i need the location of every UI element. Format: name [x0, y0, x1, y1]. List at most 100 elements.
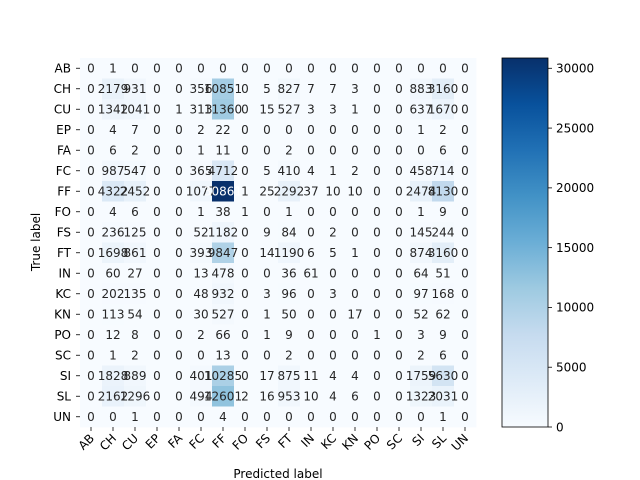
- cell-value-label: 202: [102, 287, 125, 301]
- heatmap-cell: [124, 304, 147, 325]
- heatmap-cell: [80, 160, 103, 182]
- cell-value-label: 0: [153, 287, 161, 301]
- cell-value-label: 96: [281, 287, 296, 301]
- heatmap-cell: [300, 201, 323, 223]
- heatmap-cell: [190, 181, 213, 202]
- cell-value-label: 0: [175, 205, 183, 219]
- heatmap-cell: [344, 78, 367, 100]
- cell-value-label: 0: [329, 410, 337, 424]
- cell-value-label: 0: [87, 185, 95, 199]
- heatmap-cell: [454, 365, 477, 387]
- cell-value-label: 0: [461, 349, 469, 363]
- y-tick-label: SI: [60, 369, 71, 383]
- heatmap-cell: [278, 283, 301, 305]
- cell-value-label: 6: [131, 205, 139, 219]
- heatmap-cell: [256, 324, 279, 346]
- cell-value-label: 0: [153, 185, 161, 199]
- heatmap-cell: [278, 263, 301, 284]
- cell-value-label: 0: [307, 226, 315, 240]
- heatmap-cell: [366, 386, 389, 407]
- cell-value-label: 36: [281, 267, 296, 281]
- cell-value-label: 0: [329, 205, 337, 219]
- cell-value-label: 0: [373, 349, 381, 363]
- heatmap-cell: [366, 181, 389, 202]
- heatmap-cell: [190, 406, 213, 428]
- cell-value-label: 313: [190, 103, 213, 117]
- heatmap-cell: [212, 58, 235, 79]
- cell-value-label: 0: [461, 226, 469, 240]
- heatmap-cell: [256, 283, 279, 305]
- x-axis-label: Predicted label: [233, 467, 322, 480]
- cell-value-label: 0: [87, 369, 95, 383]
- heatmap-cell: [234, 78, 257, 100]
- cell-value-label: 168: [432, 287, 455, 301]
- cell-value-label: 527: [278, 103, 301, 117]
- heatmap-cell: [146, 181, 169, 202]
- heatmap-cell: [388, 119, 411, 141]
- heatmap-cell: [212, 119, 235, 141]
- cell-value-label: 0: [461, 144, 469, 158]
- heatmap-cell: [344, 386, 367, 407]
- cell-value-label: 0: [175, 369, 183, 383]
- cell-value-label: 0: [263, 123, 271, 137]
- cell-value-label: 1: [373, 328, 381, 342]
- cell-value-label: 22: [215, 123, 230, 137]
- cell-value-label: 0: [461, 205, 469, 219]
- cell-value-label: 17: [347, 308, 362, 322]
- heatmap-cell: [432, 222, 455, 243]
- cell-value-label: 0: [373, 226, 381, 240]
- heatmap-cell: [388, 345, 411, 366]
- heatmap-cell: [234, 201, 257, 223]
- heatmap-cell: [410, 78, 433, 100]
- cell-value-label: 0: [153, 123, 161, 137]
- x-tick-label: CH: [97, 431, 119, 453]
- cell-value-label: 0: [153, 328, 161, 342]
- cell-value-label: 0: [395, 369, 403, 383]
- cell-value-label: 0: [373, 62, 381, 76]
- heatmap-cell: [102, 222, 125, 243]
- cell-value-label: 2452: [120, 185, 151, 199]
- cell-value-label: 4: [109, 205, 117, 219]
- heatmap-cell: [454, 283, 477, 305]
- cell-value-label: 365: [190, 164, 213, 178]
- heatmap-cell: [344, 119, 367, 141]
- cell-value-label: 5630: [428, 369, 459, 383]
- heatmap-cell: [322, 78, 345, 100]
- heatmap-cell: [146, 58, 169, 79]
- heatmap-cell: [322, 181, 345, 202]
- y-tick-label: FA: [57, 144, 72, 158]
- heatmap-cell: [256, 222, 279, 243]
- cell-value-label: 113: [102, 308, 125, 322]
- cell-value-label: 410: [278, 164, 301, 178]
- heatmap-cell: [300, 345, 323, 366]
- cell-value-label: 3: [417, 328, 425, 342]
- cell-value-label: 0: [307, 308, 315, 322]
- heatmap-cell: [80, 58, 103, 79]
- heatmap-cell: [146, 78, 169, 100]
- heatmap-cell: [80, 119, 103, 141]
- heatmap-cell: [278, 201, 301, 223]
- heatmap-cell: [212, 99, 235, 120]
- cell-value-label: 9: [285, 328, 293, 342]
- heatmap-cell: [190, 222, 213, 243]
- heatmap-cell: [256, 406, 279, 428]
- heatmap-cell: [190, 345, 213, 366]
- heatmap-cell: [168, 201, 191, 223]
- cell-value-label: 0: [175, 349, 183, 363]
- heatmap-cell: [278, 119, 301, 141]
- heatmap-cell: [366, 99, 389, 120]
- cell-value-label: 0: [351, 123, 359, 137]
- heatmap-cell: [344, 406, 367, 428]
- heatmap-cell: [102, 283, 125, 305]
- cell-value-label: 30861: [204, 185, 242, 199]
- cell-value-label: 60: [105, 267, 120, 281]
- heatmap-cell: [410, 222, 433, 243]
- cell-value-label: 953: [278, 390, 301, 404]
- cell-value-label: 0: [307, 287, 315, 301]
- cell-value-label: 1: [351, 246, 359, 260]
- heatmap-cell: [432, 242, 455, 264]
- cell-value-label: 2: [197, 123, 205, 137]
- cell-value-label: 0: [87, 164, 95, 178]
- cell-value-label: 10851: [204, 82, 242, 96]
- heatmap-cell: [212, 345, 235, 366]
